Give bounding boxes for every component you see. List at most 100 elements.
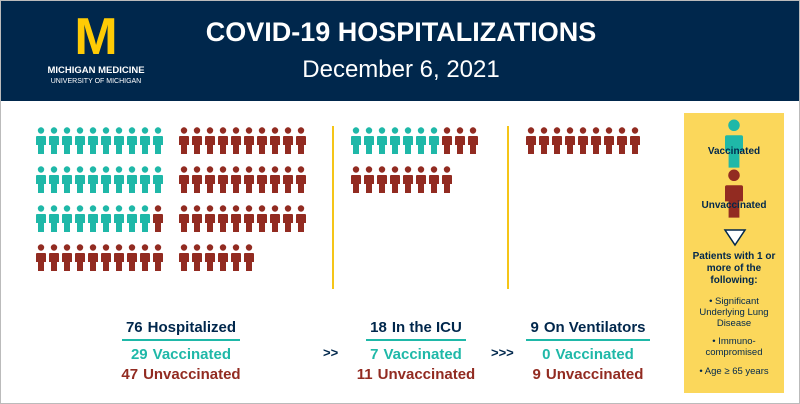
icon-head [193, 244, 201, 251]
icon-head [378, 166, 386, 173]
icon-body [75, 136, 85, 154]
icon-head [89, 127, 97, 134]
person-icon [101, 166, 111, 193]
person-icon [36, 166, 46, 193]
person-icon [49, 244, 59, 271]
icon-body [244, 136, 254, 154]
person-icon [153, 127, 163, 154]
icon-body [127, 175, 137, 193]
icon-head [232, 166, 240, 173]
icon-head [206, 205, 214, 212]
icon-head [417, 166, 425, 173]
person-icon [377, 127, 387, 154]
person-icon [283, 127, 293, 154]
icon-head [50, 244, 58, 251]
icon-head [102, 205, 110, 212]
person-icon [244, 166, 254, 193]
icon-head [76, 244, 84, 251]
person-icon [257, 166, 267, 193]
icon-body [88, 136, 98, 154]
icon-body [75, 175, 85, 193]
person-icon [442, 127, 452, 154]
unvaccinated-line: 11 Unvaccinated [326, 366, 506, 383]
total-label: Hospitalized [147, 319, 237, 336]
icon-head [141, 166, 149, 173]
person-icon [127, 205, 137, 232]
person-icon [179, 166, 189, 193]
icon-body [565, 136, 575, 154]
icon-body [140, 214, 150, 232]
person-icon [114, 244, 124, 271]
icon-head [232, 127, 240, 134]
person-icon [231, 166, 241, 193]
unvaccinated-label: Unvaccinated [545, 366, 644, 383]
icon-head [540, 127, 548, 134]
header [1, 1, 799, 101]
icon-body [455, 136, 465, 154]
icon-body [101, 214, 111, 232]
person-icon [296, 166, 306, 193]
icon-body [62, 253, 72, 271]
icon-body [140, 253, 150, 271]
person-icon [296, 205, 306, 232]
icon-head [631, 127, 639, 134]
person-icon [114, 127, 124, 154]
icon-body [75, 253, 85, 271]
icon-body [101, 136, 111, 154]
icon-body [429, 136, 439, 154]
person-icon [205, 127, 215, 154]
person-icon [101, 205, 111, 232]
person-icon [127, 127, 137, 154]
icon-head [553, 127, 561, 134]
vaccinated-count: 29 [130, 346, 148, 363]
icon-head [443, 166, 451, 173]
person-icon [403, 127, 413, 154]
total-label: On Ventilators [543, 319, 646, 336]
panel-summary: 9 On Ventilators 0 Vaccinated 9 Unvaccinated [498, 319, 678, 383]
icon-body [552, 136, 562, 154]
icon-head [115, 205, 123, 212]
person-icon [283, 205, 293, 232]
person-icon [153, 166, 163, 193]
person-icon [127, 166, 137, 193]
icon-body [127, 136, 137, 154]
panel-heading: 18 In the ICU [366, 319, 466, 341]
icon-head [469, 127, 477, 134]
icon-body [591, 136, 601, 154]
legend-condition: • Significant Underlying Lung Disease [699, 296, 769, 329]
icon-head [154, 244, 162, 251]
icon-body [101, 175, 111, 193]
person-icon [270, 166, 280, 193]
icon-head [63, 244, 71, 251]
person-icon [75, 244, 85, 271]
person-icon [604, 127, 614, 154]
person-icon [403, 166, 413, 193]
icon-head [128, 244, 136, 251]
vaccinated-line: 0 Vaccinated [498, 346, 678, 363]
icon-body [205, 175, 215, 193]
icon-head [365, 166, 373, 173]
icon-head [605, 127, 613, 134]
icon-head [76, 166, 84, 173]
icon-head [193, 127, 201, 134]
icon-body [630, 136, 640, 154]
icon-body [442, 175, 452, 193]
icon-body [179, 214, 189, 232]
icon-head [37, 205, 45, 212]
unvaccinated-line: 47 Unvaccinated [91, 366, 271, 383]
icon-head [76, 127, 84, 134]
person-icon [140, 166, 150, 193]
person-icon [468, 127, 478, 154]
icon-head [297, 166, 305, 173]
icon-body [231, 136, 241, 154]
legend-label: Vaccinated [707, 146, 761, 157]
person-icon [153, 244, 163, 271]
icon-head [245, 127, 253, 134]
person-icon [429, 127, 439, 154]
person-icon [62, 205, 72, 232]
icon-body [36, 136, 46, 154]
vaccinated-count: 7 [370, 346, 379, 363]
icon-head [128, 166, 136, 173]
icon-body [140, 175, 150, 193]
